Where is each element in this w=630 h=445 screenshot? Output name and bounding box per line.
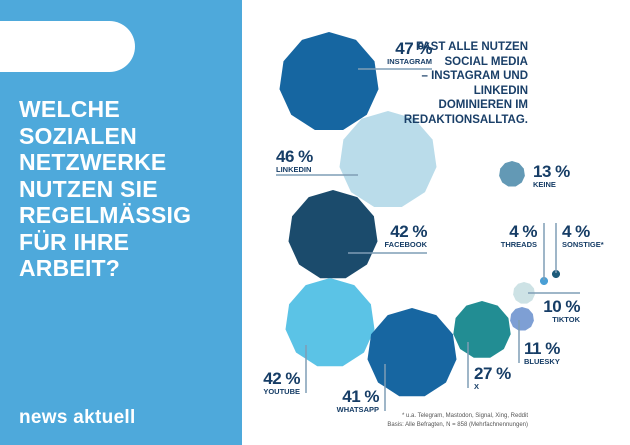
footnote: * u.a. Telegram, Mastodon, Signal, Xing,… <box>402 413 528 419</box>
label-keine: 13 % KEINE <box>533 163 570 189</box>
name-linkedin: LINKEDIN <box>276 165 312 174</box>
logo: news aktuell <box>19 407 136 428</box>
value-instagram: 47 % <box>395 39 432 58</box>
name-facebook: FACEBOOK <box>384 240 427 249</box>
bubble-keine <box>499 161 525 187</box>
page-title: WELCHE SOZIALEN NETZWERKE NUTZEN SIE REG… <box>19 96 192 281</box>
bubble-whatsapp <box>367 308 457 397</box>
label-linkedin: 46 % LINKEDIN <box>276 148 313 174</box>
name-sonstige: SONSTIGE* <box>562 240 604 249</box>
name-tiktok: TIKTOK <box>552 315 580 324</box>
value-keine: 13 % <box>533 162 570 181</box>
value-linkedin: 46 % <box>276 147 313 166</box>
name-whatsapp: WHATSAPP <box>336 405 379 414</box>
value-bluesky: 11 % <box>524 339 560 358</box>
value-youtube: 42 % <box>263 369 300 388</box>
bubble-threads <box>540 277 548 285</box>
name-keine: KEINE <box>533 180 556 189</box>
label-instagram: 47 % INSTAGRAM <box>387 40 432 66</box>
label-facebook: 42 % FACEBOOK <box>384 223 427 249</box>
basis-note: Basis: Alle Befragten, N = 858 (Mehrfach… <box>387 422 528 428</box>
bubble-x <box>453 301 511 358</box>
name-instagram: INSTAGRAM <box>387 57 432 66</box>
white-tab <box>0 21 135 72</box>
label-sonstige: 4 % SONSTIGE* <box>562 223 604 249</box>
bubble-tiktok <box>513 282 535 304</box>
name-bluesky: BLUESKY <box>524 357 560 366</box>
name-youtube: YOUTUBE <box>263 387 300 396</box>
label-whatsapp: 41 % WHATSAPP <box>336 387 380 414</box>
label-tiktok: 10 % TIKTOK <box>543 298 580 324</box>
label-youtube: 42 % YOUTUBE <box>263 370 300 396</box>
name-x: X <box>474 382 480 391</box>
bubble-bluesky <box>510 307 534 331</box>
label-threads: 4 % THREADS <box>500 222 538 249</box>
bubble-sonstige <box>552 270 560 278</box>
label-x: 27 % X <box>474 365 511 391</box>
bubble-linkedin <box>339 111 437 207</box>
value-facebook: 42 % <box>390 222 427 241</box>
bubble-instagram <box>279 32 379 130</box>
label-bluesky: 11 % BLUESKY <box>524 340 560 366</box>
value-sonstige: 4 % <box>562 222 590 241</box>
name-threads: THREADS <box>500 240 537 249</box>
value-tiktok: 10 % <box>543 297 580 316</box>
bubble-facebook <box>288 190 378 279</box>
sidebar-panel: WELCHE SOZIALEN NETZWERKE NUTZEN SIE REG… <box>0 0 242 445</box>
value-whatsapp: 41 % <box>342 387 379 406</box>
value-threads: 4 % <box>509 222 537 241</box>
value-x: 27 % <box>474 364 511 383</box>
bubble-youtube <box>285 278 375 367</box>
headline: FAST ALLE NUTZEN SOCIAL MEDIA – INSTAGRA… <box>403 41 528 126</box>
footnote-block: * u.a. Telegram, Mastodon, Signal, Xing,… <box>387 412 528 430</box>
